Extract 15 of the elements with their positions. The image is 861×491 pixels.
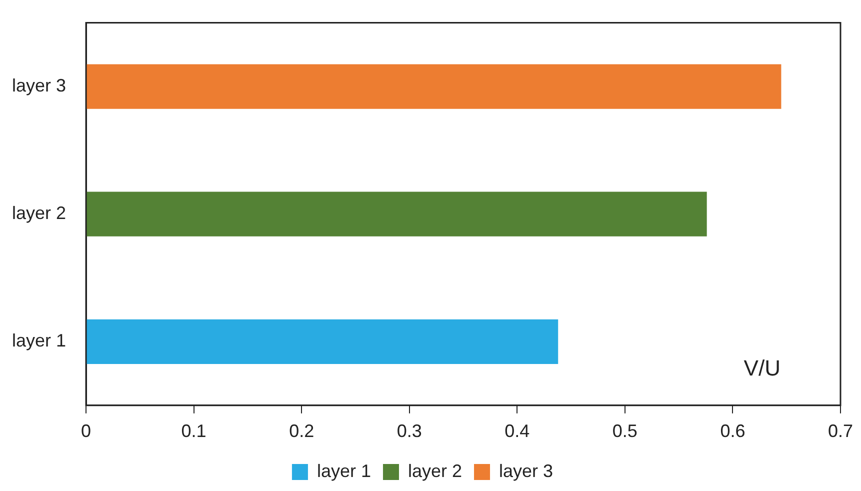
x-tick-label: 0 — [81, 421, 92, 442]
legend-label: layer 2 — [408, 460, 462, 481]
legend-label: layer 1 — [316, 460, 371, 481]
x-tick-label: 0.3 — [396, 421, 422, 442]
x-tick-label: 0.7 — [828, 421, 854, 442]
y-tick-label: layer 1 — [12, 330, 66, 351]
x-tick-label: 0.2 — [289, 421, 314, 442]
y-tick-label: layer 3 — [12, 76, 66, 96]
x-tick-label: 0.4 — [504, 421, 530, 442]
x-tick-label: 0.5 — [612, 421, 638, 442]
legend-label: layer 3 — [499, 460, 554, 481]
x-tick-label: 0.6 — [720, 421, 746, 442]
x-axis-title: V/U — [744, 355, 780, 380]
y-tick-label: layer 2 — [12, 203, 66, 224]
x-tick-label: 0.1 — [181, 421, 206, 442]
